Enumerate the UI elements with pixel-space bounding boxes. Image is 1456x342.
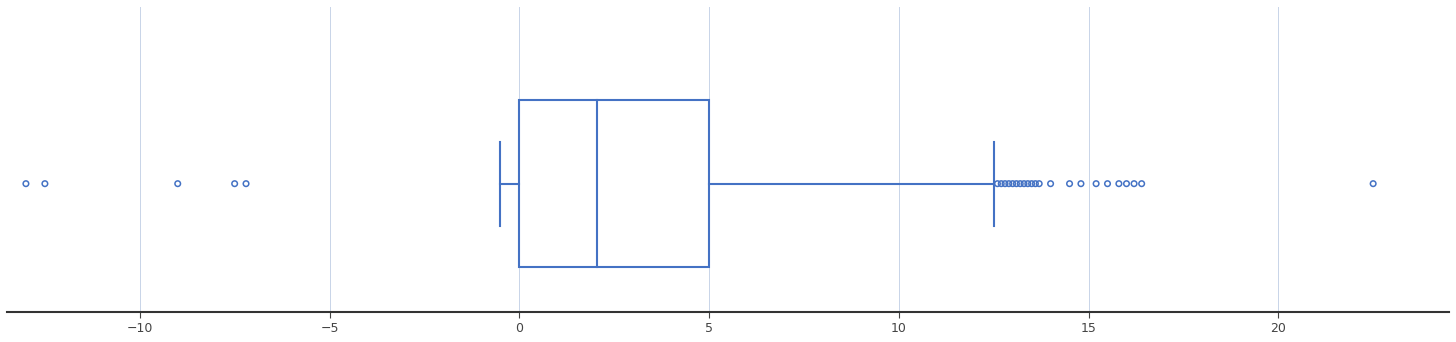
Point <box>15 181 38 186</box>
Point <box>993 181 1016 186</box>
Point <box>1096 181 1120 186</box>
Point <box>1016 181 1040 186</box>
Point <box>1024 181 1047 186</box>
Point <box>166 181 189 186</box>
Point <box>1361 181 1385 186</box>
Point <box>1059 181 1082 186</box>
Point <box>1040 181 1063 186</box>
Point <box>1107 181 1130 186</box>
Point <box>1085 181 1108 186</box>
Point <box>986 181 1009 186</box>
Point <box>1012 181 1035 186</box>
Bar <box>520 100 709 267</box>
Point <box>1009 181 1032 186</box>
Point <box>1069 181 1092 186</box>
Point <box>223 181 246 186</box>
Point <box>1021 181 1044 186</box>
Point <box>1005 181 1028 186</box>
Point <box>1028 181 1051 186</box>
Point <box>990 181 1013 186</box>
Point <box>234 181 258 186</box>
Point <box>997 181 1021 186</box>
Point <box>1115 181 1139 186</box>
Point <box>1130 181 1153 186</box>
Point <box>33 181 57 186</box>
Point <box>1000 181 1024 186</box>
Point <box>1123 181 1146 186</box>
